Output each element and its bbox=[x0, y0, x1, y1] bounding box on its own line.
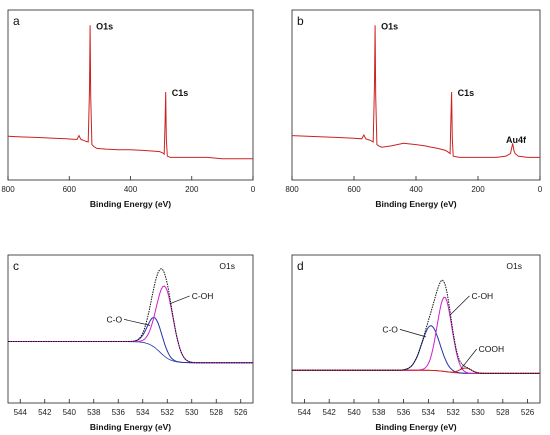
peak-label: Au4f bbox=[506, 135, 527, 145]
x-tick-label: 200 bbox=[185, 185, 199, 194]
panel-label: b bbox=[297, 14, 304, 28]
x-tick-label: 532 bbox=[161, 408, 175, 417]
spectrum-line bbox=[7, 25, 253, 160]
panel-label: c bbox=[13, 259, 19, 273]
leader-line bbox=[460, 348, 477, 370]
plot-frame bbox=[291, 254, 541, 404]
x-tick-label: 600 bbox=[63, 185, 77, 194]
chart-title: O1s bbox=[219, 261, 235, 271]
component-label: COOH bbox=[479, 344, 505, 354]
x-tick-label: 400 bbox=[124, 185, 138, 194]
leader-line bbox=[169, 295, 190, 305]
plot-frame bbox=[7, 9, 254, 181]
panel-d: d 544 542 540 538 536 534 532 530 528 526 Binding E… bbox=[291, 254, 541, 432]
x-tick-label: 542 bbox=[38, 408, 52, 417]
component-label: C-OH bbox=[192, 291, 214, 301]
x-axis-label: Binding Energy (eV) bbox=[90, 199, 171, 209]
x-tick-label: 800 bbox=[285, 185, 299, 194]
x-tick-label: 600 bbox=[347, 185, 361, 194]
x-axis-label: Binding Energy (eV) bbox=[375, 199, 456, 209]
x-tick-label: 400 bbox=[409, 185, 423, 194]
x-tick-label: 540 bbox=[63, 408, 77, 417]
x-tick-label: 540 bbox=[347, 408, 361, 417]
x-tick-label: 534 bbox=[136, 408, 150, 417]
x-tick-label: 200 bbox=[471, 185, 485, 194]
x-tick-label: 532 bbox=[447, 408, 461, 417]
peak-label: C1s bbox=[172, 88, 189, 98]
x-tick-label: 528 bbox=[210, 408, 224, 417]
x-tick-label: 536 bbox=[397, 408, 411, 417]
leader-line bbox=[124, 319, 151, 326]
peak-label: O1s bbox=[96, 21, 113, 31]
x-axis-label: Binding Energy (eV) bbox=[90, 422, 171, 432]
x-tick-label: 538 bbox=[87, 408, 101, 417]
x-tick-label: 544 bbox=[298, 408, 312, 417]
component-cooh bbox=[292, 367, 540, 374]
envelope-line bbox=[8, 268, 253, 364]
x-tick-label: 526 bbox=[521, 408, 535, 417]
x-tick-label: 0 bbox=[538, 185, 543, 194]
x-tick-label: 0 bbox=[251, 185, 256, 194]
panel-a: a 800 600 400 200 0 Binding Energy (eV) O1s C1s bbox=[1, 9, 256, 209]
x-tick-label: 544 bbox=[14, 408, 28, 417]
spectrum-line bbox=[291, 25, 540, 158]
component-label: C-O bbox=[107, 314, 123, 324]
leader-line bbox=[449, 295, 470, 316]
component-co bbox=[8, 316, 253, 364]
panel-b: b 800 600 400 200 0 Binding Energy (eV) O1s C1s A… bbox=[285, 9, 543, 209]
panel-c: c 544 542 540 538 536 534 532 530 528 526 Binding E… bbox=[7, 254, 254, 432]
panel-label: a bbox=[13, 14, 20, 28]
x-tick-label: 800 bbox=[1, 185, 15, 194]
component-label: C-O bbox=[382, 324, 398, 334]
x-axis-label: Binding Energy (eV) bbox=[375, 422, 456, 432]
x-tick-label: 528 bbox=[496, 408, 510, 417]
peak-label: C1s bbox=[458, 88, 475, 98]
panel-label: d bbox=[297, 259, 304, 273]
chart-title: O1s bbox=[506, 261, 522, 271]
background-line bbox=[8, 341, 253, 364]
component-coh bbox=[8, 285, 253, 364]
component-label: C-OH bbox=[471, 291, 493, 301]
x-tick-label: 536 bbox=[112, 408, 126, 417]
x-tick-label: 534 bbox=[422, 408, 436, 417]
x-tick-label: 538 bbox=[372, 408, 386, 417]
envelope-line bbox=[292, 279, 540, 374]
x-tick-label: 526 bbox=[234, 408, 248, 417]
component-coh bbox=[292, 296, 540, 374]
leader-line bbox=[399, 329, 427, 338]
x-tick-label: 530 bbox=[185, 408, 199, 417]
x-tick-label: 542 bbox=[323, 408, 337, 417]
plot-frame bbox=[291, 9, 541, 181]
plot-frame bbox=[7, 254, 254, 404]
peak-label: O1s bbox=[381, 21, 398, 31]
x-tick-label: 530 bbox=[471, 408, 485, 417]
